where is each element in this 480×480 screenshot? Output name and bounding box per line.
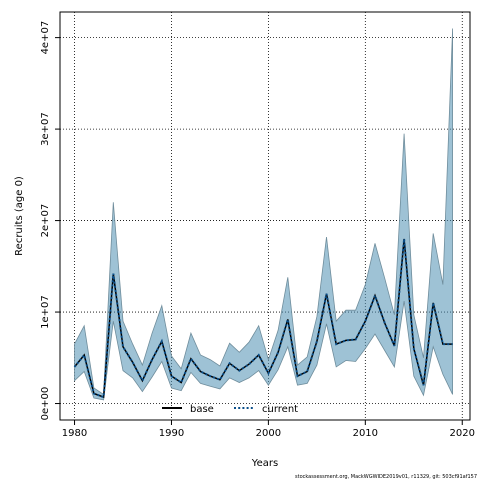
x-tick-label: 2010 bbox=[353, 428, 378, 439]
x-tick-label: 2020 bbox=[450, 428, 475, 439]
y-axis-title: Recruits (age 0) bbox=[14, 176, 25, 256]
footer-note: stockassessment.org, MackWGWIDE2019v01, … bbox=[295, 474, 477, 480]
x-axis-title: Years bbox=[251, 458, 278, 469]
y-tick-label: 2e+07 bbox=[40, 204, 51, 238]
x-tick-label: 2000 bbox=[256, 428, 281, 439]
y-tick-label: 1e+07 bbox=[40, 295, 51, 329]
confidence-band-area bbox=[74, 28, 453, 401]
x-tick-label: 1990 bbox=[159, 428, 184, 439]
legend-label-current: current bbox=[262, 404, 298, 415]
series-lines bbox=[73, 238, 453, 399]
y-axis: 0e+00 1e+07 2e+07 3e+07 4e+07 bbox=[40, 21, 60, 421]
y-tick-label: 4e+07 bbox=[40, 21, 51, 55]
confidence-band bbox=[74, 28, 453, 401]
x-tick-label: 1980 bbox=[62, 428, 87, 439]
legend: base current bbox=[162, 404, 298, 415]
x-axis: 1980 1990 2000 2010 2020 bbox=[62, 420, 475, 439]
series-line-current bbox=[73, 238, 453, 399]
grid-lines bbox=[60, 12, 470, 420]
y-tick-label: 3e+07 bbox=[40, 112, 51, 146]
y-tick-label: 0e+00 bbox=[40, 387, 51, 421]
legend-label-base: base bbox=[190, 404, 214, 415]
plot-frame bbox=[59, 11, 471, 421]
